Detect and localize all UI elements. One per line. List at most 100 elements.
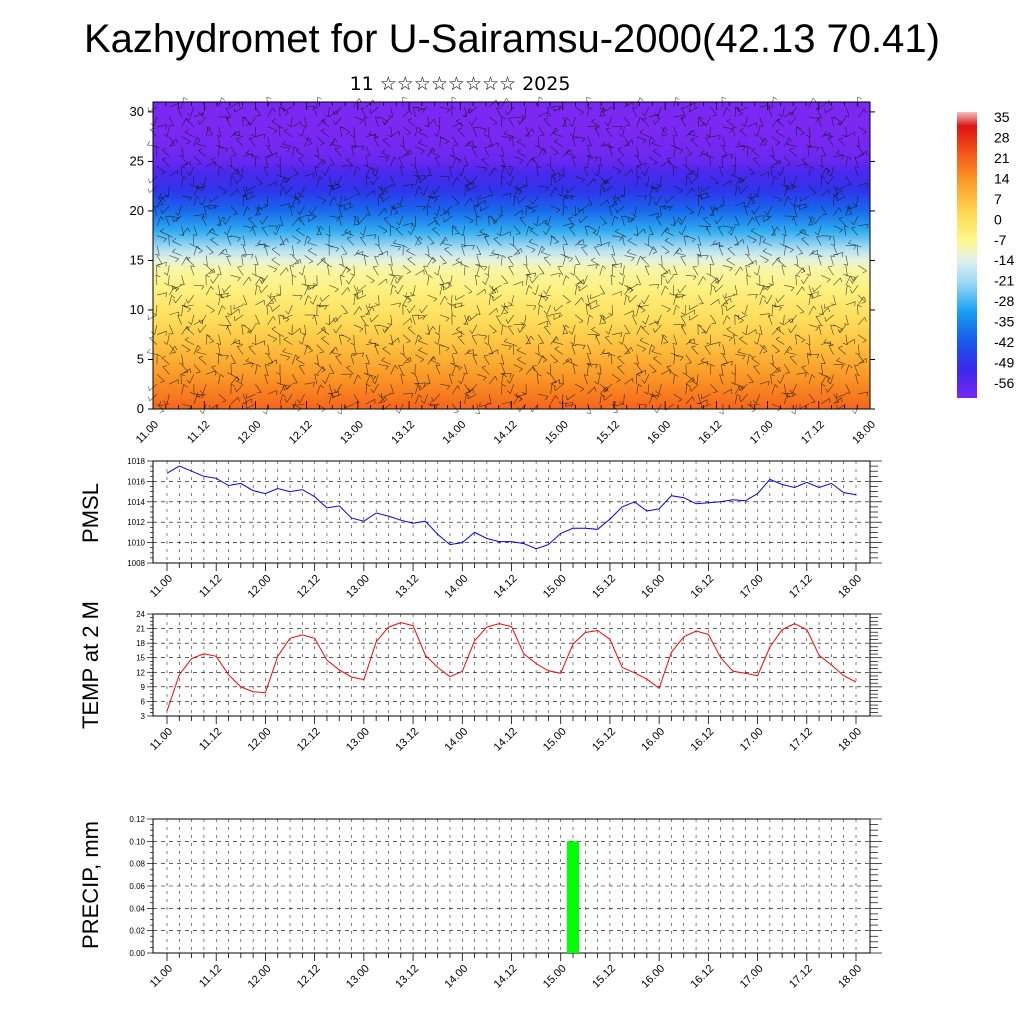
- colorbar-label: -49: [994, 355, 1014, 371]
- x-tick-label: 16.00: [639, 726, 667, 754]
- y-tick-label: 20: [130, 203, 144, 218]
- x-tick-label: 12.12: [287, 419, 315, 447]
- y-tick-label: 0.12: [129, 815, 145, 824]
- x-tick-label: 12.12: [295, 963, 323, 991]
- x-tick-label: 18.00: [836, 573, 864, 601]
- colorbar-label: -7: [994, 232, 1007, 248]
- x-tick-label: 17.12: [787, 573, 815, 601]
- x-tick-label: 17.00: [738, 573, 766, 601]
- panel-frame: [152, 818, 871, 954]
- temp-at-2-m-panel: 3 6 9 12 15 18 21 24 11.00 11.12 12.00 12.12 13.00 13…: [78, 601, 882, 754]
- x-tick-label: 17.00: [738, 963, 766, 991]
- x-tick-label: 14.00: [442, 963, 470, 991]
- x-tick-label: 16.00: [639, 963, 667, 991]
- x-tick-label: 13.12: [393, 573, 421, 601]
- y-tick-label: 25: [130, 153, 144, 168]
- x-tick-label: 12.00: [246, 726, 274, 754]
- x-tick-label: 15.00: [541, 963, 569, 991]
- x-tick-label: 15.00: [543, 419, 571, 447]
- x-tick-label: 16.12: [689, 963, 717, 991]
- colorbar: 35 28 21 14 7 0 -7 -14 -21 -28 -35 -42 -49 -56: [957, 109, 1014, 398]
- y-tick-label: 24: [136, 610, 145, 619]
- y-tick-label: 10: [130, 302, 144, 317]
- x-tick-label: 16.00: [639, 573, 667, 601]
- y-tick-label: 30: [130, 104, 144, 119]
- colorbar-label: 0: [994, 211, 1002, 227]
- panel-frame: [152, 460, 871, 564]
- x-tick-label: 14.00: [440, 419, 468, 447]
- y-tick-label: 1010: [127, 539, 145, 548]
- colorbar-label: -21: [994, 273, 1014, 289]
- x-tick-label: 18.00: [836, 726, 864, 754]
- x-tick-label: 12.12: [295, 726, 323, 754]
- y-axis-label: PRECIP, mm: [78, 821, 103, 949]
- x-tick-label: 17.12: [787, 726, 815, 754]
- series-line: [166, 622, 857, 712]
- y-tick-label: 5: [137, 351, 144, 366]
- y-tick-label: 1016: [127, 477, 145, 486]
- colorbar-label: -14: [994, 252, 1014, 268]
- y-axis-label: PMSL: [78, 483, 103, 543]
- y-tick-label: 1008: [127, 559, 145, 568]
- wind-barbs: [146, 96, 869, 415]
- x-tick-label: 14.00: [442, 726, 470, 754]
- colorbar-label: 14: [994, 170, 1010, 186]
- x-tick-label: 16.12: [689, 726, 717, 754]
- x-tick-label: 11.00: [148, 573, 175, 600]
- colorbar-label: -35: [994, 314, 1014, 330]
- y-tick-label: 15: [130, 252, 144, 267]
- y-tick-label: 0.10: [129, 837, 145, 846]
- y-tick-label: 1012: [127, 518, 145, 527]
- x-tick-label: 13.12: [393, 726, 421, 754]
- precip-mm-panel: 0.00 0.02 0.04 0.06 0.08 0.10 0.12 11.00 11.12 12…: [78, 815, 882, 991]
- x-tick-label: 15.12: [590, 726, 618, 754]
- x-tick-label: 14.12: [492, 419, 520, 447]
- x-tick-label: 13.00: [344, 726, 372, 754]
- y-tick-label: 0.00: [129, 949, 145, 958]
- x-tick-label: 16.12: [689, 573, 717, 601]
- x-tick-label: 14.12: [492, 573, 520, 601]
- panel-frame: [152, 613, 871, 717]
- y-tick-label: 0.08: [129, 860, 145, 869]
- y-tick-label: 3: [141, 712, 146, 721]
- colorbar-label: 35: [994, 109, 1010, 125]
- cross-section-panel: 0 5 10 15 20 25 30 11.00 11.12 12.00 12.12 13.00 13.…: [130, 96, 878, 447]
- x-tick-label: 16.00: [645, 419, 673, 447]
- x-tick-label: 17.12: [799, 419, 827, 447]
- x-tick-label: 13.12: [393, 963, 421, 991]
- colorbar-label: -42: [994, 334, 1014, 350]
- x-tick-label: 15.12: [590, 573, 618, 601]
- x-tick-label: 13.00: [338, 419, 366, 447]
- x-tick-label: 11.12: [197, 726, 224, 753]
- y-axis-label: TEMP at 2 M: [78, 601, 103, 729]
- x-tick-label: 17.12: [787, 963, 815, 991]
- x-tick-label: 18.00: [850, 419, 878, 447]
- x-tick-label: 12.12: [295, 573, 323, 601]
- x-tick-label: 15.12: [590, 963, 618, 991]
- y-tick-label: 12: [136, 668, 145, 677]
- x-tick-label: 14.12: [492, 726, 520, 754]
- x-tick-label: 11.12: [197, 963, 224, 990]
- pmsl-panel: 1008 1010 1012 1014 1016 1018 11.00 11.12 12.00 1…: [78, 457, 882, 601]
- x-tick-label: 11.00: [134, 419, 161, 446]
- x-tick-label: 11.12: [185, 419, 212, 446]
- x-tick-label: 14.00: [442, 573, 470, 601]
- colorbar-label: 7: [994, 191, 1002, 207]
- colorbar-gradient: [957, 112, 977, 398]
- y-tick-label: 0.02: [129, 927, 145, 936]
- y-tick-label: 15: [136, 654, 145, 663]
- x-tick-label: 11.00: [148, 726, 175, 753]
- y-tick-label: 0.04: [129, 904, 145, 913]
- chart-title: Kazhydromet for U-Sairamsu-2000(42.13 70…: [84, 17, 940, 61]
- y-tick-label: 0.06: [129, 882, 145, 891]
- y-tick-label: 0: [137, 401, 144, 416]
- x-tick-label: 12.00: [246, 573, 274, 601]
- precip-bar: [567, 841, 579, 953]
- colorbar-label: -28: [994, 293, 1014, 309]
- x-tick-label: 15.00: [541, 726, 569, 754]
- x-tick-label: 12.00: [246, 963, 274, 991]
- x-tick-label: 14.12: [492, 963, 520, 991]
- x-tick-label: 17.00: [738, 726, 766, 754]
- series-line: [166, 465, 857, 550]
